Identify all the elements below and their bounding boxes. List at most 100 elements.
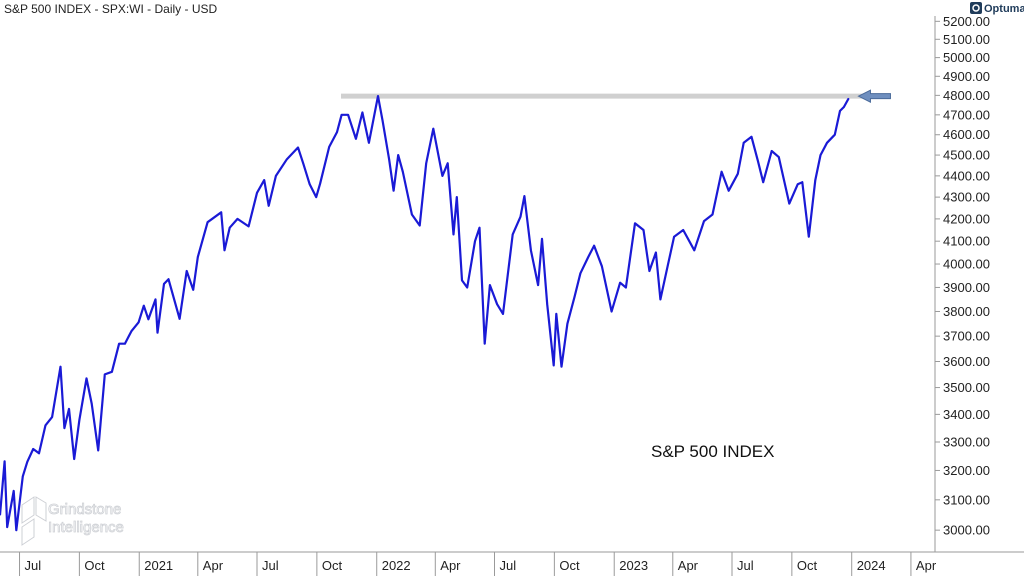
- data-point: [425, 162, 427, 165]
- y-tick-label: 3000.00: [943, 523, 990, 538]
- y-tick-label: 3800.00: [943, 304, 990, 319]
- data-point: [511, 233, 514, 236]
- y-tick-label: 4100.00: [943, 234, 990, 249]
- x-tick-label: Jul: [737, 558, 754, 573]
- data-point: [319, 182, 321, 185]
- data-point: [770, 150, 773, 152]
- data-point: [328, 146, 331, 148]
- data-point: [762, 181, 765, 183]
- data-point: [593, 244, 595, 247]
- data-point: [466, 286, 468, 289]
- y-tick-label: 3700.00: [943, 329, 990, 344]
- data-point: [666, 265, 669, 268]
- data-point: [263, 179, 265, 181]
- data-point: [796, 183, 799, 186]
- y-tick-label: 3300.00: [943, 434, 990, 449]
- y-tick-label: 4500.00: [943, 148, 990, 163]
- data-point: [452, 233, 455, 236]
- data-point: [368, 142, 370, 144]
- data-point: [26, 461, 29, 463]
- data-point: [197, 256, 199, 258]
- data-point: [397, 154, 400, 156]
- y-tick-label: 3500.00: [943, 380, 990, 395]
- data-point: [392, 189, 395, 192]
- data-point: [377, 95, 379, 97]
- data-point: [807, 235, 810, 238]
- watermark-line1: Grindstone: [48, 501, 121, 518]
- x-tick-label: Oct: [559, 558, 580, 573]
- data-point: [44, 424, 47, 427]
- data-point: [523, 195, 526, 197]
- data-point: [78, 419, 81, 421]
- data-point: [519, 215, 522, 218]
- data-point: [336, 131, 338, 133]
- data-point: [0, 514, 1, 516]
- data-point: [12, 490, 15, 492]
- x-tick-label: Jul: [500, 558, 517, 573]
- data-point: [682, 229, 684, 231]
- x-tick-label: Oct: [322, 558, 343, 573]
- data-point: [546, 303, 549, 306]
- data-point: [51, 416, 53, 418]
- data-point: [530, 249, 532, 252]
- data-point: [555, 313, 558, 315]
- data-point: [711, 213, 714, 216]
- x-tick-label: Oct: [84, 558, 105, 573]
- data-point: [619, 281, 621, 284]
- series-line-sp500: [0, 94, 850, 532]
- y-axis: 3000.00 3100.00 3200.00 3300.00 3400.00 3500.…: [935, 14, 990, 538]
- data-point: [63, 427, 66, 429]
- data-point: [693, 249, 696, 252]
- x-tick-label: Apr: [678, 558, 699, 573]
- data-point: [302, 162, 305, 165]
- data-point: [286, 158, 288, 160]
- data-point: [147, 318, 150, 321]
- data-points: [0, 95, 850, 531]
- y-tick-label: 4800.00: [943, 88, 990, 103]
- data-point: [703, 220, 705, 222]
- x-tick-label: Apr: [203, 558, 224, 573]
- data-point: [634, 222, 636, 225]
- y-tick-label: 3600.00: [943, 354, 990, 369]
- data-point: [247, 225, 250, 228]
- data-point: [103, 373, 106, 376]
- data-point: [537, 284, 539, 286]
- x-axis: Jul Oct 2021 Apr Jul Oct 2022 Apr Jul Oct 2023 Apr J…: [19, 552, 937, 576]
- data-point: [847, 97, 850, 100]
- data-point: [388, 158, 390, 160]
- optuma-logo-icon: [970, 2, 982, 14]
- data-point: [124, 342, 126, 345]
- x-tick-label: Jul: [262, 558, 279, 573]
- x-tick-label: 2021: [144, 558, 173, 573]
- data-point: [275, 175, 277, 177]
- data-point: [381, 119, 384, 122]
- data-point: [256, 192, 258, 194]
- data-point: [778, 156, 780, 158]
- data-point: [839, 110, 841, 112]
- data-point: [502, 313, 504, 315]
- data-point: [673, 235, 675, 238]
- data-point: [642, 229, 645, 231]
- x-tick-label: Jul: [25, 558, 42, 573]
- data-point: [573, 296, 576, 298]
- data-point: [483, 342, 486, 345]
- data-point: [118, 342, 120, 345]
- y-tick-label: 4200.00: [943, 211, 990, 226]
- brand-logo: Optuma: [970, 2, 1024, 15]
- data-point: [185, 270, 188, 272]
- data-point: [814, 179, 817, 181]
- y-tick-label: 4600.00: [943, 127, 990, 142]
- data-point: [411, 213, 413, 216]
- data-point: [757, 160, 759, 163]
- data-point: [297, 146, 299, 149]
- data-point: [446, 162, 449, 165]
- data-point: [455, 196, 458, 198]
- data-point: [192, 289, 195, 291]
- data-point: [90, 402, 93, 405]
- data-point: [610, 310, 613, 313]
- data-point: [579, 272, 582, 275]
- data-point: [625, 286, 627, 289]
- data-point: [267, 204, 270, 207]
- data-point: [308, 183, 311, 186]
